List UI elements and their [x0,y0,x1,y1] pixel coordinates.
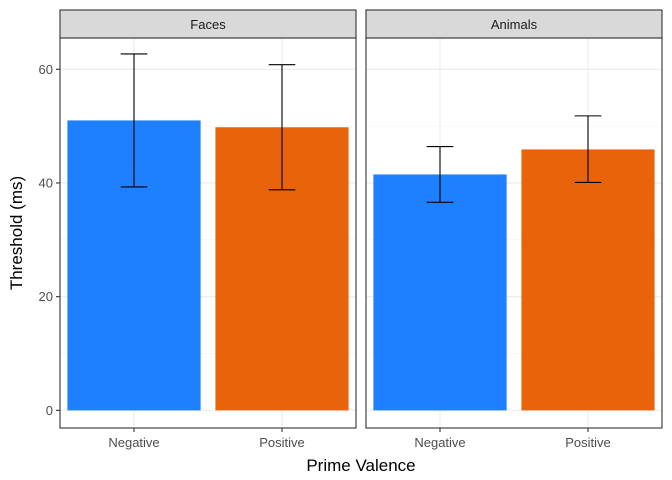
strip-label-faces: Faces [190,17,226,32]
x-tick-label: Negative [108,435,159,450]
panels-layer: Faces Negative Positive Animals Negative Posi… [59,9,663,450]
x-tick-label: Positive [565,435,611,450]
x-axis-title: Prime Valence [306,456,415,475]
x-tick-label: Positive [259,435,305,450]
error-bar-faces-negative [120,53,148,188]
x-tick-label: Negative [414,435,465,450]
y-tick-label: 40 [39,175,53,190]
y-tick-label: 20 [39,289,53,304]
strip-background [59,9,357,39]
strip-background [365,9,663,39]
error-bar-faces-positive [268,64,296,191]
y-tick-label: 0 [46,403,53,418]
bar-animals-negative [373,174,507,411]
error-bar-animals-negative [426,146,454,203]
panel-faces: Faces Negative Positive [59,9,357,450]
bar-animals-positive [521,149,655,411]
y-axis-title: Threshold (ms) [7,176,26,290]
error-bar-animals-positive [574,115,602,183]
strip-label-animals: Animals [491,17,538,32]
panel-animals: Animals Negative Positive [365,9,663,450]
y-tick-label: 60 [39,62,53,77]
y-axis: 0 20 40 60 [39,62,60,418]
